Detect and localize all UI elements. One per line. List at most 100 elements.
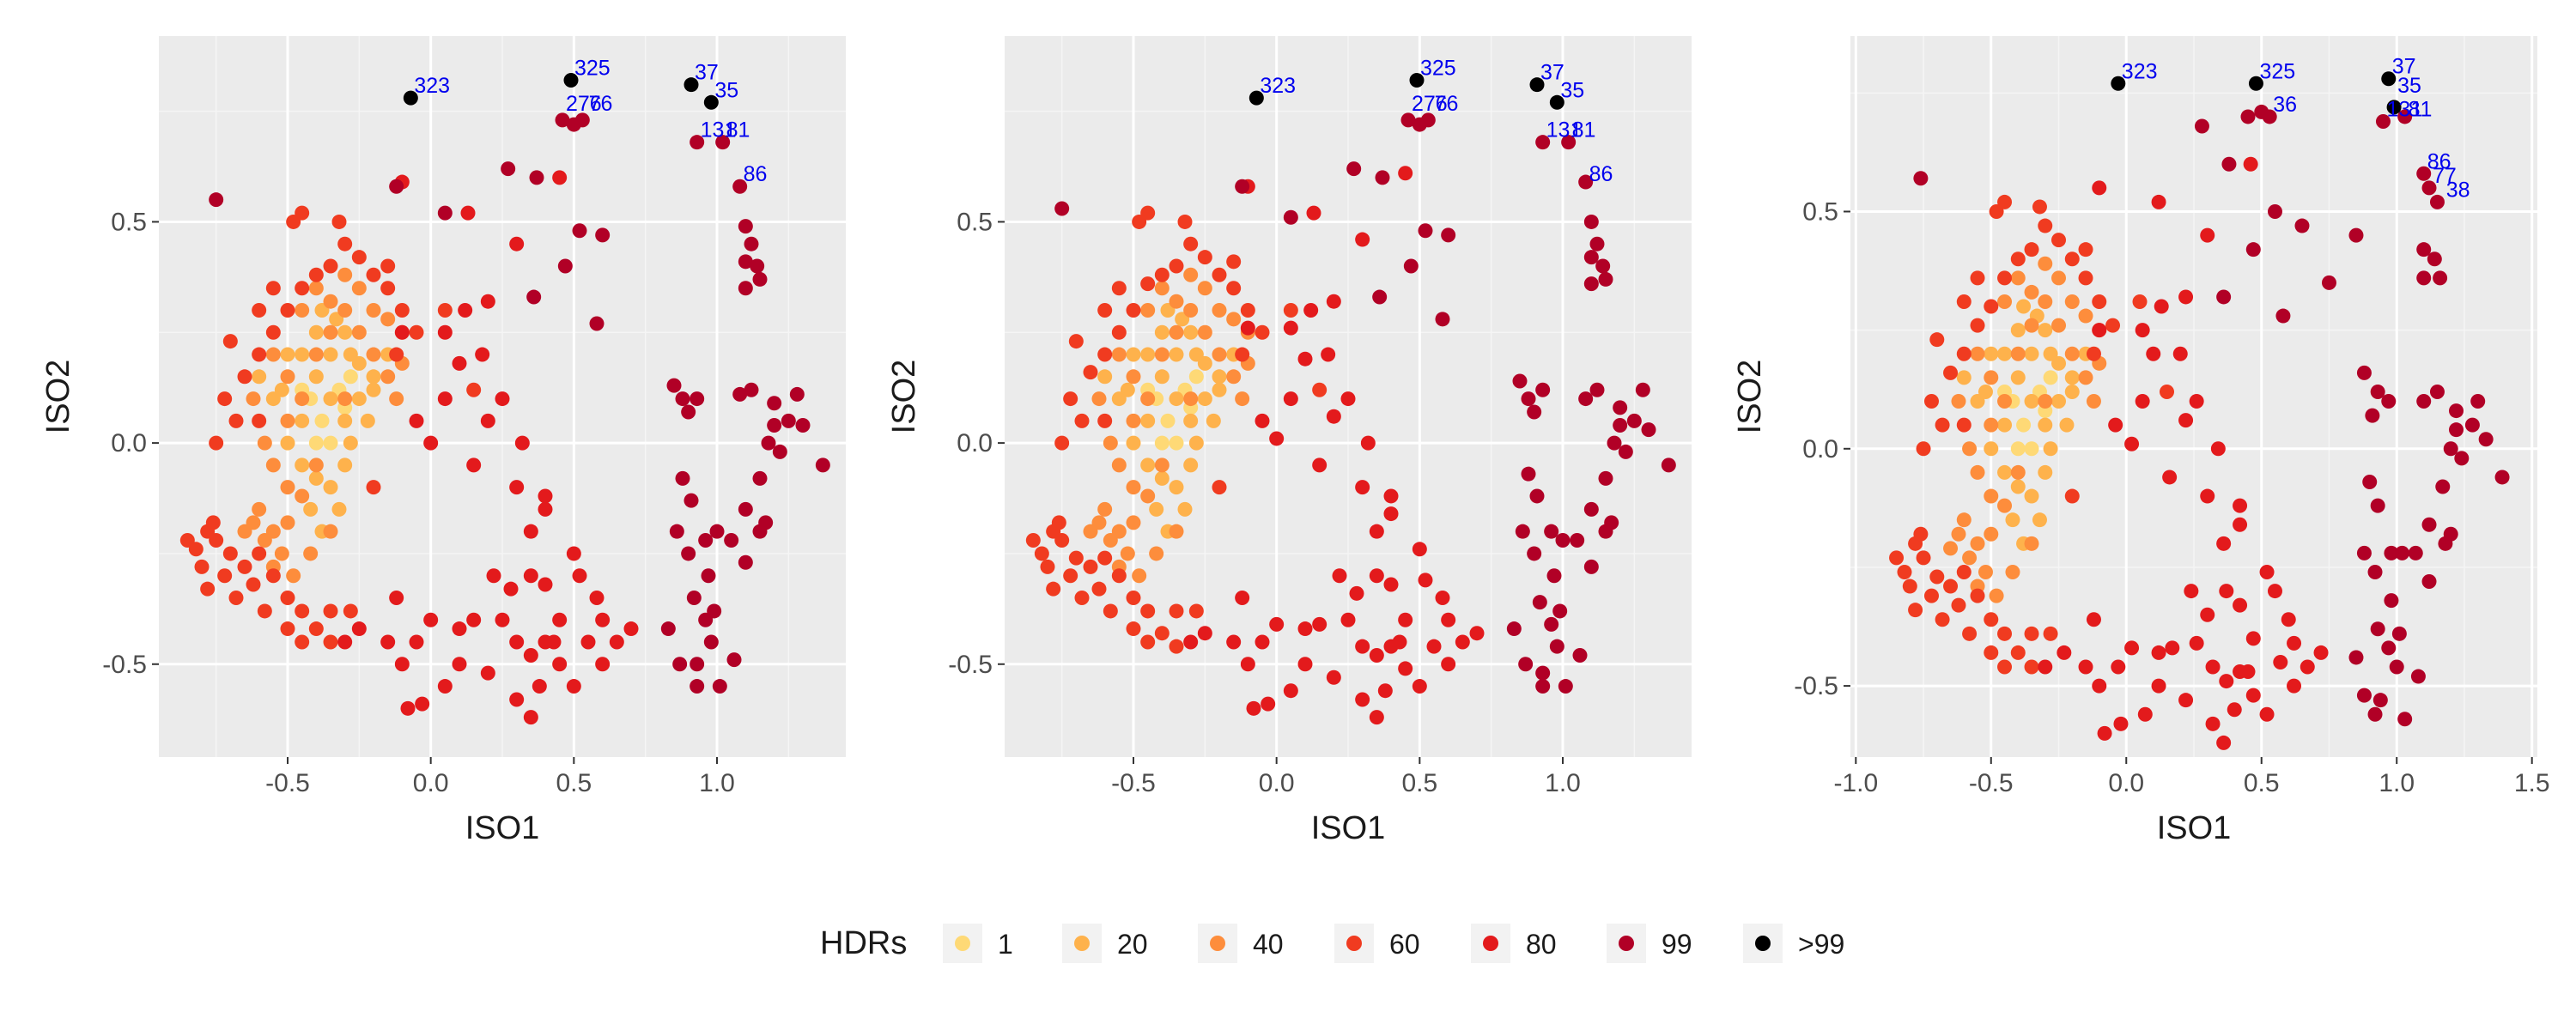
scatter-point <box>503 581 519 597</box>
scatter-point <box>1111 347 1127 362</box>
x-axis-title: ISO1 <box>465 810 540 846</box>
scatter-point <box>337 457 353 473</box>
scatter-point <box>2184 584 2199 599</box>
scatter-point <box>1183 303 1199 318</box>
scatter-point <box>409 413 424 428</box>
scatter-point <box>2356 545 2372 560</box>
scatter-point <box>351 281 367 296</box>
scatter-point <box>228 413 244 428</box>
scatter-point <box>1589 236 1605 251</box>
scatter-point <box>2024 488 2039 504</box>
scatter-point <box>323 324 338 340</box>
scatter-point <box>715 135 731 150</box>
scatter-point <box>1091 515 1107 530</box>
scatter-point <box>2397 109 2413 124</box>
scatter-point <box>2443 441 2458 457</box>
scatter-point <box>460 205 476 221</box>
scatter-point <box>1312 457 1327 473</box>
y-axis-title: ISO2 <box>40 360 76 434</box>
scatter-point <box>1206 413 1221 428</box>
legend-key-1: 1 <box>943 924 1013 963</box>
outlier-label: 276 <box>1412 92 1448 116</box>
scatter-point <box>1169 639 1184 654</box>
scatter-point <box>237 369 252 385</box>
scatter-point <box>1111 568 1127 584</box>
scatter-point <box>2124 436 2140 451</box>
scatter-point <box>1412 679 1427 694</box>
scatter-point <box>672 657 688 672</box>
outlier-label: 323 <box>2122 59 2158 83</box>
scatter-point <box>1529 77 1545 93</box>
x-tick-label: 0.5 <box>1401 769 1437 797</box>
scatter-panel-2: -0.5 0.0 0.5 1.0 -0.5 0.0 0.5 ISO1 ISO2 323 325 276… <box>886 36 1692 846</box>
scatter-point <box>1997 626 2013 641</box>
scatter-point <box>1552 603 1568 619</box>
scatter-point <box>2365 408 2380 423</box>
scatter-point <box>331 214 347 229</box>
scatter-point <box>323 603 338 619</box>
scatter-point <box>1549 94 1564 110</box>
scatter-point <box>2038 294 2053 309</box>
scatter-point <box>574 112 590 128</box>
scatter-point <box>265 281 281 296</box>
scatter-point <box>1103 603 1118 619</box>
y-axis-title: ISO2 <box>886 360 922 434</box>
scatter-point <box>458 303 473 318</box>
scatter-point <box>2064 346 2080 361</box>
scatter-point <box>1546 568 1562 584</box>
scatter-point <box>1383 506 1399 522</box>
scatter-point <box>1140 347 1156 362</box>
scatter-point <box>2433 270 2448 286</box>
scatter-point <box>1126 347 1141 362</box>
scatter-point <box>1074 413 1090 428</box>
outlier-label: 86 <box>1589 162 1613 186</box>
scatter-point <box>1154 267 1170 282</box>
scatter-point <box>389 590 404 605</box>
scatter-point <box>351 324 367 340</box>
scatter-point <box>555 112 570 128</box>
scatter-point <box>675 470 690 486</box>
scatter-point <box>295 391 310 407</box>
legend-key-label: >99 <box>1798 929 1844 960</box>
scatter-point <box>2064 370 2080 385</box>
scatter-point <box>2038 323 2053 338</box>
scatter-point <box>314 413 330 428</box>
scatter-point <box>1340 391 1356 407</box>
scatter-point <box>1120 546 1135 561</box>
scatter-point <box>2051 233 2067 248</box>
scatter-point <box>724 532 739 548</box>
scatter-point <box>323 435 338 451</box>
scatter-point <box>2219 584 2234 599</box>
scatter-point <box>228 590 244 605</box>
scatter-point <box>2178 289 2194 305</box>
scatter-point <box>1249 90 1264 106</box>
scatter-point <box>1997 270 2013 286</box>
scatter-point <box>1951 597 1966 613</box>
scatter-point <box>1441 657 1456 672</box>
scatter-point <box>1140 391 1156 407</box>
scatter-point <box>1607 435 1622 451</box>
scatter-point <box>1929 569 1945 585</box>
scatter-point <box>580 634 596 650</box>
scatter-point <box>1951 394 1966 409</box>
scatter-point <box>437 391 453 407</box>
scatter-point <box>403 90 418 106</box>
scatter-point <box>1140 603 1156 619</box>
scatter-point <box>265 568 281 584</box>
scatter-point <box>2233 517 2248 532</box>
scatter-point <box>1063 568 1078 584</box>
scatter-point <box>2043 626 2058 641</box>
scatter-point <box>2189 394 2204 409</box>
scatter-point <box>1521 466 1536 482</box>
scatter-point <box>1346 161 1362 177</box>
scatter-point <box>1154 457 1170 473</box>
scatter-point <box>712 679 727 694</box>
scatter-point <box>2391 626 2407 641</box>
scatter-point <box>1283 209 1298 225</box>
scatter-point <box>1613 400 1628 415</box>
scatter-point <box>589 590 605 605</box>
scatter-point <box>380 369 396 385</box>
scatter-point <box>1409 73 1425 88</box>
